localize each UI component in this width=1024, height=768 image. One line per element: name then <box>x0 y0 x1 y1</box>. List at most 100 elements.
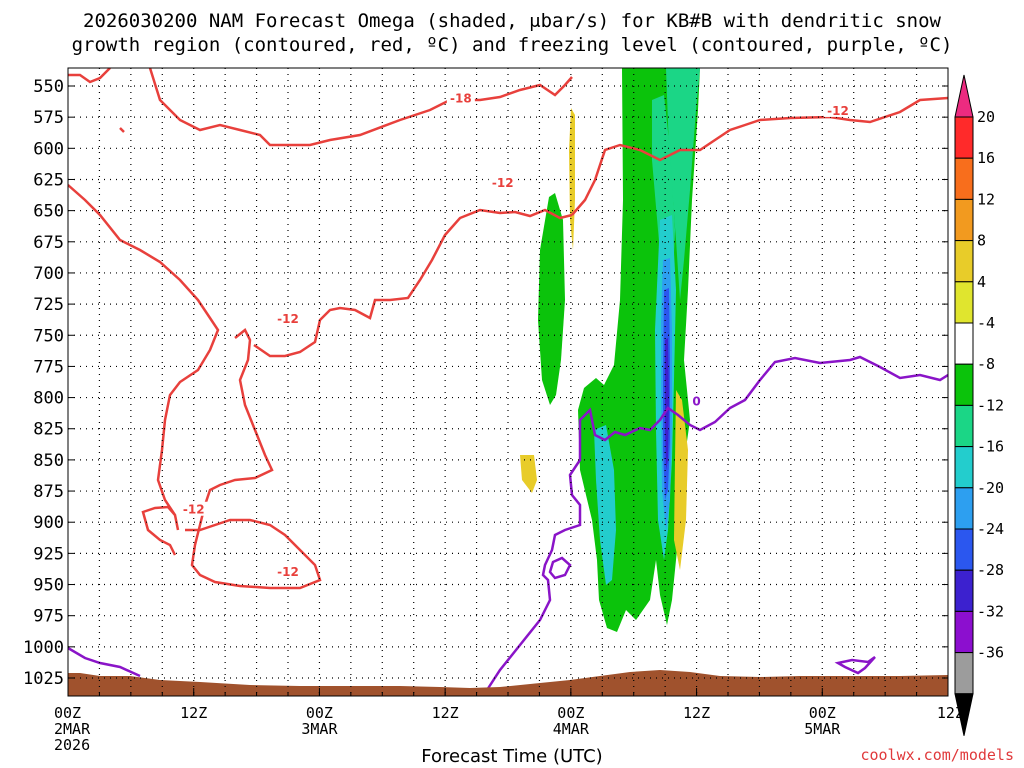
y-tick-label: 725 <box>33 295 64 315</box>
y-tick-label: 875 <box>33 482 64 502</box>
y-tick-label: 575 <box>33 108 64 128</box>
contour-label-bg <box>179 501 208 516</box>
contour-label-bg <box>274 564 302 579</box>
x-tick-label: 12Z <box>180 704 207 722</box>
x-tick-label: 00Z <box>306 704 333 722</box>
contour-label-bg <box>690 393 703 408</box>
y-tick-label: 625 <box>33 170 64 190</box>
colorbar-top-triangle <box>954 74 974 118</box>
colorbar-label: -8 <box>977 355 995 373</box>
x-tick-sublabel: 2MAR <box>54 720 91 738</box>
omega-area-teal <box>666 68 700 300</box>
colorbar-swatch <box>954 281 974 324</box>
contour-label: -12 <box>827 104 849 118</box>
x-tick-sublabel: 4MAR <box>553 720 590 738</box>
source-credit[interactable]: coolwx.com/models <box>860 746 1014 764</box>
contour-label-bg <box>488 175 517 190</box>
x-tick-sublabel: 5MAR <box>804 720 841 738</box>
x-tick-label: 12Z <box>937 704 964 722</box>
y-tick-label: 650 <box>33 202 64 222</box>
contour-label: 0 <box>692 394 700 408</box>
colorbar-label: -16 <box>977 438 1004 456</box>
colorbar-label: 4 <box>977 273 986 291</box>
colorbar-swatch <box>954 446 974 489</box>
colorbar-bottom-triangle <box>954 693 974 736</box>
dendritic-contours <box>68 68 948 590</box>
y-tick-label: 1025 <box>23 669 64 689</box>
contour-label-bg <box>824 102 852 117</box>
colorbar-swatch <box>954 363 974 406</box>
x-tick-label: 00Z <box>809 704 836 722</box>
colorbar-label: -24 <box>977 520 1004 538</box>
colorbar-label: 16 <box>977 149 995 167</box>
contour-label: -12 <box>492 176 514 190</box>
y-tick-label: 1000 <box>23 638 64 658</box>
x-tick-label: 12Z <box>432 704 459 722</box>
colorbar-swatch <box>954 610 974 654</box>
colorbar-label: -4 <box>977 314 995 332</box>
contour-label: -12 <box>277 565 299 579</box>
colorbar-swatch <box>954 116 974 159</box>
colorbar-swatch <box>954 487 974 530</box>
contour-label-bg <box>274 311 302 326</box>
colorbar-swatch <box>954 404 974 448</box>
contour-label: -18 <box>450 91 472 105</box>
x-axis-label: Forecast Time (UTC) <box>421 746 603 767</box>
contour-minus-12-right <box>571 96 948 216</box>
x-tick-label: 00Z <box>557 704 584 722</box>
chart-title-line-1: 2026030200 NAM Forecast Omega (shaded, μ… <box>83 10 941 32</box>
omega-area-purple <box>665 338 669 470</box>
colorbar-label: 12 <box>977 190 995 208</box>
colorbar-label: -36 <box>977 644 1004 662</box>
y-tick-label: 675 <box>33 233 64 253</box>
colorbar-label: 8 <box>977 232 986 250</box>
colorbar-label: -28 <box>977 561 1004 579</box>
x-tick-sublabel: 3MAR <box>301 720 338 738</box>
contour-label-bg <box>446 90 475 105</box>
axes: 550 575 600 625 650 675 700 725 750 775 800 825 850 8… <box>23 77 964 754</box>
colorbar-swatch <box>954 652 974 695</box>
y-tick-label: 900 <box>33 513 64 533</box>
y-tick-label: 825 <box>33 420 64 440</box>
contour-labels: -18 -12 -12 -12 -12 -12 0 <box>179 90 852 579</box>
omega-area-green-2 <box>538 193 565 405</box>
contour-minus-12-dot <box>119 127 125 133</box>
y-tick-label: 750 <box>33 326 64 346</box>
colorbar-swatch <box>954 198 974 242</box>
chart-title-line-2: growth region (contoured, red, ºC) and f… <box>71 34 953 56</box>
contour-minus-12-loop <box>185 328 322 590</box>
omega-area-yellow-3 <box>674 390 688 570</box>
y-tick-label: 550 <box>33 77 64 97</box>
colorbar-label: -32 <box>977 602 1004 620</box>
contour-label: -12 <box>183 503 205 517</box>
colorbar-swatch <box>954 528 974 571</box>
terrain-fill <box>68 670 948 696</box>
colorbar: 20 16 12 8 4 -4 -8 -12 -16 -20 -24 -28 -32 -36 <box>954 74 1004 736</box>
x-tick-sublabel: 2026 <box>54 736 90 754</box>
omega-area-cyan-2 <box>594 425 616 585</box>
contour-minus-12-upper <box>253 208 573 358</box>
plot-frame <box>67 67 949 697</box>
y-tick-label: 950 <box>33 576 64 596</box>
contour-minus-18 <box>68 68 573 147</box>
contour-minus-12-left <box>68 184 220 556</box>
colorbar-swatch <box>954 240 974 283</box>
x-tick-label: 00Z <box>54 704 81 722</box>
colorbar-label: -12 <box>977 396 1004 414</box>
colorbar-swatch <box>954 157 974 200</box>
contour-zero-main <box>485 355 948 691</box>
y-tick-label: 775 <box>33 357 64 377</box>
contour-zero-lower-left <box>68 646 141 678</box>
colorbar-label: -20 <box>977 479 1004 497</box>
colorbar-swatch <box>954 322 974 365</box>
x-tick-label: 12Z <box>683 704 710 722</box>
omega-area-yellow-2 <box>520 455 537 493</box>
y-tick-label: 850 <box>33 451 64 471</box>
y-tick-label: 700 <box>33 264 64 284</box>
grid <box>68 68 948 696</box>
contour-zero-loop <box>548 556 572 580</box>
contour-label: -12 <box>277 312 299 326</box>
colorbar-label: 20 <box>977 108 995 126</box>
y-tick-label: 800 <box>33 389 64 409</box>
